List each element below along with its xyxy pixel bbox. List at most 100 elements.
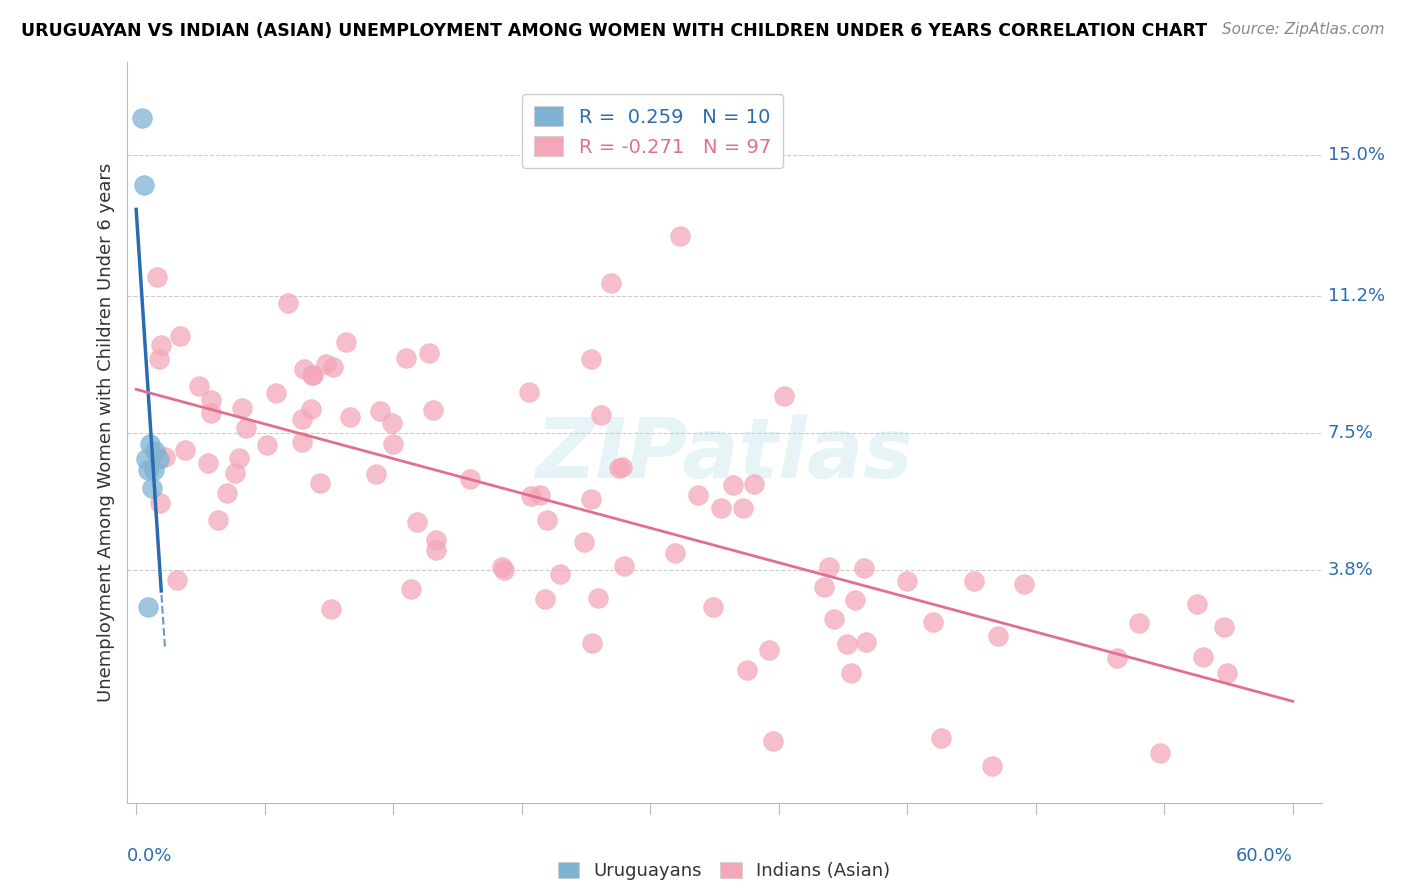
Point [315,358,337,372]
Point [981,758,1004,772]
Point [197,456,219,470]
Point [1128,615,1150,630]
Point [818,559,841,574]
Point [309,475,332,490]
Point [835,637,858,651]
Point [136,462,159,476]
Point [1215,665,1237,680]
Point [149,338,172,352]
Point [200,406,222,420]
Point [335,334,357,349]
Point [381,437,404,451]
Point [153,450,176,465]
Text: URUGUAYAN VS INDIAN (ASIAN) UNEMPLOYMENT AMONG WOMEN WITH CHILDREN UNDER 6 YEARS: URUGUAYAN VS INDIAN (ASIAN) UNEMPLOYMENT… [21,22,1208,40]
Point [148,451,170,466]
Point [207,513,229,527]
Point [322,359,344,374]
Point [141,481,163,495]
Point [1105,651,1128,665]
Point [200,392,222,407]
Text: 0.0%: 0.0% [127,847,172,865]
Point [529,487,551,501]
Point [613,559,636,574]
Point [166,574,188,588]
Point [301,368,323,383]
Point [987,629,1010,643]
Point [839,666,862,681]
Point [173,443,195,458]
Point [1185,597,1208,611]
Text: Source: ZipAtlas.com: Source: ZipAtlas.com [1222,22,1385,37]
Point [823,612,845,626]
Point [136,599,159,614]
Point [963,574,986,588]
Point [742,477,765,491]
Point [610,460,633,475]
Point [131,111,153,125]
Point [368,404,391,418]
Point [395,351,418,366]
Point [321,602,343,616]
Text: 3.8%: 3.8% [1327,560,1374,579]
Point [299,401,322,416]
Y-axis label: Unemployment Among Women with Children Under 6 years: Unemployment Among Women with Children U… [97,163,115,702]
Point [844,593,866,607]
Point [855,634,877,648]
Point [548,567,571,582]
Point [579,491,602,506]
Point [853,560,876,574]
Point [145,444,167,458]
Point [405,515,427,529]
Point [228,450,250,465]
Point [277,296,299,310]
Point [921,615,943,630]
Point [425,533,447,547]
Point [494,563,516,577]
Point [668,229,690,244]
Point [702,599,724,614]
Point [291,412,314,426]
Text: 15.0%: 15.0% [1327,146,1385,164]
Point [188,379,211,393]
Point [931,731,953,745]
Point [264,385,287,400]
Point [339,410,361,425]
Point [520,489,543,503]
Point [813,580,835,594]
Point [735,663,758,677]
Point [366,467,388,481]
Point [132,178,155,192]
Point [607,461,630,475]
Point [536,513,558,527]
Text: 11.2%: 11.2% [1327,286,1385,305]
Point [1012,577,1035,591]
Point [292,362,315,376]
Point [256,438,278,452]
Point [588,591,610,606]
Point [589,409,612,423]
Point [686,488,709,502]
Point [425,543,447,558]
Point [762,734,785,748]
Point [664,546,686,560]
Point [215,486,238,500]
Text: 7.5%: 7.5% [1327,424,1374,442]
Point [721,477,744,491]
Point [142,462,165,476]
Text: 60.0%: 60.0% [1236,847,1292,865]
Point [231,401,253,415]
Point [148,352,170,367]
Point [458,472,481,486]
Point [773,389,796,403]
Legend: Uruguayans, Indians (Asian): Uruguayans, Indians (Asian) [548,853,900,888]
Point [491,560,513,574]
Point [418,345,440,359]
Point [896,574,918,588]
Point [422,403,444,417]
Point [1191,649,1213,664]
Point [235,420,257,434]
Point [302,368,325,382]
Point [224,466,246,480]
Point [145,269,167,284]
Point [581,635,603,649]
